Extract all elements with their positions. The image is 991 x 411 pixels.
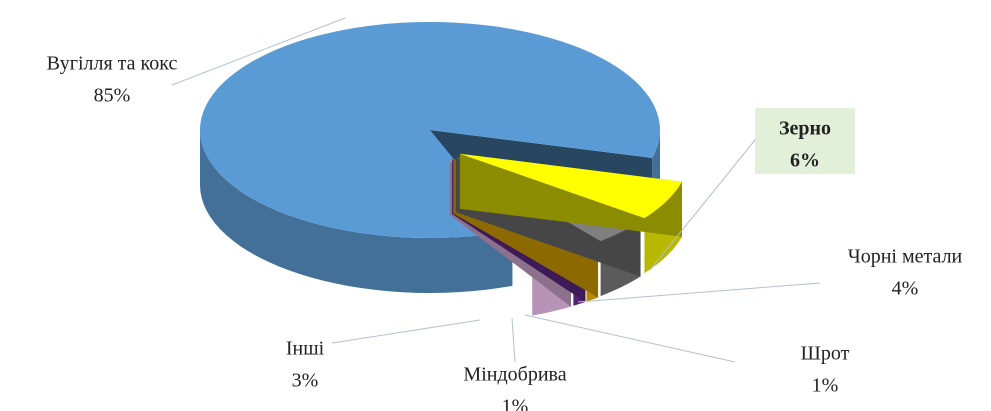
data-label: Шрот 1%	[801, 343, 850, 397]
slice-wall	[459, 153, 682, 237]
value-label: 6%	[790, 150, 820, 172]
value-label: 4%	[892, 278, 919, 300]
leader-line	[171, 17, 346, 86]
value-label: 85%	[94, 85, 131, 107]
leader-line	[649, 139, 756, 271]
category-label: Міндобрива	[463, 364, 566, 386]
data-label: Зерно 6%	[755, 108, 855, 174]
slice-side	[200, 130, 513, 294]
slice	[459, 153, 682, 219]
data-label: Інші 3%	[286, 338, 325, 392]
label-box	[755, 108, 855, 174]
category-label: Зерно	[779, 118, 831, 140]
leader-line	[577, 282, 821, 303]
leader-line	[511, 317, 516, 363]
data-label: Міндобрива 1%	[463, 364, 566, 411]
slice	[200, 22, 660, 239]
leader-line	[331, 319, 481, 344]
data-label: Чорні метали 4%	[848, 246, 963, 300]
leader-line	[524, 314, 736, 363]
category-label: Чорні метали	[848, 246, 963, 268]
category-label: Інші	[286, 338, 325, 360]
data-label: Вугілля та кокс 85%	[47, 53, 178, 107]
value-label: 1%	[502, 396, 529, 411]
category-label: Шрот	[801, 343, 850, 365]
value-label: 3%	[292, 370, 319, 392]
category-label: Вугілля та кокс	[47, 53, 178, 75]
value-label: 1%	[812, 375, 839, 397]
